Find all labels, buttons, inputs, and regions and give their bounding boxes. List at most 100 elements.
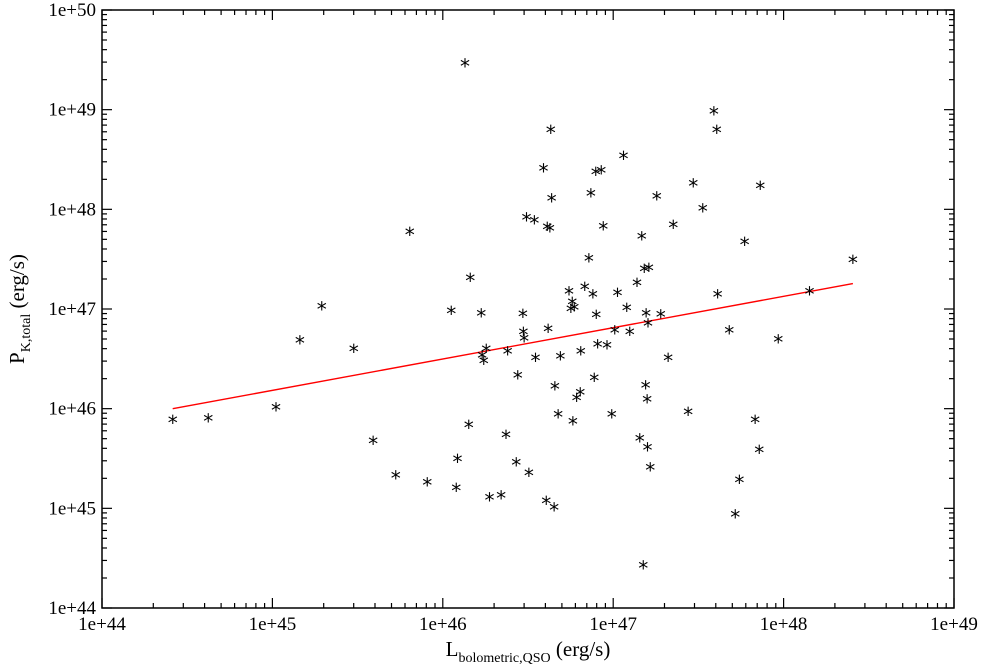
y-tick-label: 1e+44 (48, 598, 96, 619)
data-point: * (643, 439, 653, 463)
data-point: * (203, 410, 213, 434)
data-point: * (569, 298, 579, 322)
y-tick-labels: 1e+44 1e+45 1e+46 1e+47 1e+48 1e+49 1e+50 (48, 0, 96, 619)
data-point: * (460, 55, 470, 79)
data-point: * (643, 314, 653, 338)
data-point: * (602, 337, 612, 361)
x-axis-label-unit: (erg/s) (551, 637, 611, 661)
data-point: * (639, 260, 649, 284)
data-point: * (652, 188, 662, 212)
data-point: * (593, 336, 603, 360)
data-point: * (555, 348, 565, 372)
data-point: * (518, 305, 528, 329)
x-axis-label-sub: bolometric,QSO (458, 651, 550, 666)
data-point: * (730, 506, 740, 530)
data-point: * (588, 286, 598, 310)
data-point: * (349, 340, 359, 364)
data-point: * (568, 413, 578, 437)
data-points: * * ******************* *******************… (168, 55, 858, 581)
data-point: * (622, 299, 632, 323)
data-point: * (496, 487, 506, 511)
data-point: * (317, 297, 327, 321)
data-point: * (295, 332, 305, 356)
data-point: * (549, 499, 559, 523)
data-point: * (553, 405, 563, 429)
data-point: * (613, 284, 623, 308)
x-tick-label: 1e+44 (78, 614, 126, 635)
data-point: * (641, 305, 651, 329)
data-point: * (625, 323, 635, 347)
data-point: * (542, 218, 552, 242)
data-point: * (740, 233, 750, 257)
data-point: * (531, 349, 541, 373)
data-point: * (529, 212, 539, 236)
data-point: * (476, 305, 486, 329)
data-point: * (645, 458, 655, 482)
data-point: * (546, 121, 556, 145)
x-axis-label: Lbolometric,QSO (erg/s) (446, 637, 611, 666)
data-point: * (519, 330, 529, 354)
data-point: * (805, 282, 815, 306)
data-point: * (465, 269, 475, 293)
data-point: * (688, 174, 698, 198)
data-point: * (586, 184, 596, 208)
data-point: * (524, 464, 534, 488)
data-point: * (712, 121, 722, 145)
data-point: * (773, 331, 783, 355)
data-point: * (539, 159, 549, 183)
data-point: * (575, 384, 585, 408)
data-point: * (518, 323, 528, 347)
x-tick-label: 1e+47 (589, 614, 637, 635)
data-point: * (541, 492, 551, 516)
data-point: * (598, 217, 608, 241)
data-point: * (451, 479, 461, 503)
data-point: * (564, 282, 574, 306)
data-point: * (422, 473, 432, 497)
data-point: * (848, 251, 858, 275)
data-point: * (641, 376, 651, 400)
data-point: * (503, 342, 513, 366)
data-point: * (589, 369, 599, 393)
data-point: * (547, 189, 557, 213)
data-point: * (642, 391, 652, 415)
axis-ticks (101, 9, 955, 609)
data-point: * (713, 286, 723, 310)
data-point: * (619, 147, 629, 171)
data-point: * (550, 378, 560, 402)
data-point: * (610, 321, 620, 345)
data-point: * (724, 321, 734, 345)
data-point: * (663, 349, 673, 373)
y-tick-label: 1e+48 (48, 199, 96, 220)
data-point: * (638, 556, 648, 580)
data-point: * (545, 219, 555, 243)
data-point: * (683, 403, 693, 427)
data-point: * (580, 278, 590, 302)
data-point: * (750, 411, 760, 435)
data-point: * (637, 227, 647, 251)
data-point: * (464, 416, 474, 440)
data-point: * (754, 441, 764, 465)
data-point: * (635, 429, 645, 453)
data-point: * (405, 223, 415, 247)
x-tick-labels: 1e+44 1e+45 1e+46 1e+47 1e+48 1e+49 (78, 614, 978, 635)
fit-line (172, 282, 854, 410)
data-point: * (567, 293, 577, 317)
data-point: * (511, 453, 521, 477)
data-point: * (453, 450, 463, 474)
data-point: * (446, 302, 456, 326)
data-point: * (485, 488, 495, 512)
x-tick-label: 1e+45 (249, 614, 297, 635)
data-point: * (656, 306, 666, 330)
plot-frame (101, 9, 955, 609)
data-point: * (368, 432, 378, 456)
data-point: * (607, 405, 617, 429)
data-point: * (513, 367, 523, 391)
data-point: * (522, 209, 532, 233)
data-point: * (734, 471, 744, 495)
y-axis-label-unit: (erg/s) (5, 254, 29, 314)
data-point: * (271, 398, 281, 422)
y-axis-label-main: P (5, 352, 29, 364)
data-point: * (576, 342, 586, 366)
data-point: * (543, 320, 553, 344)
